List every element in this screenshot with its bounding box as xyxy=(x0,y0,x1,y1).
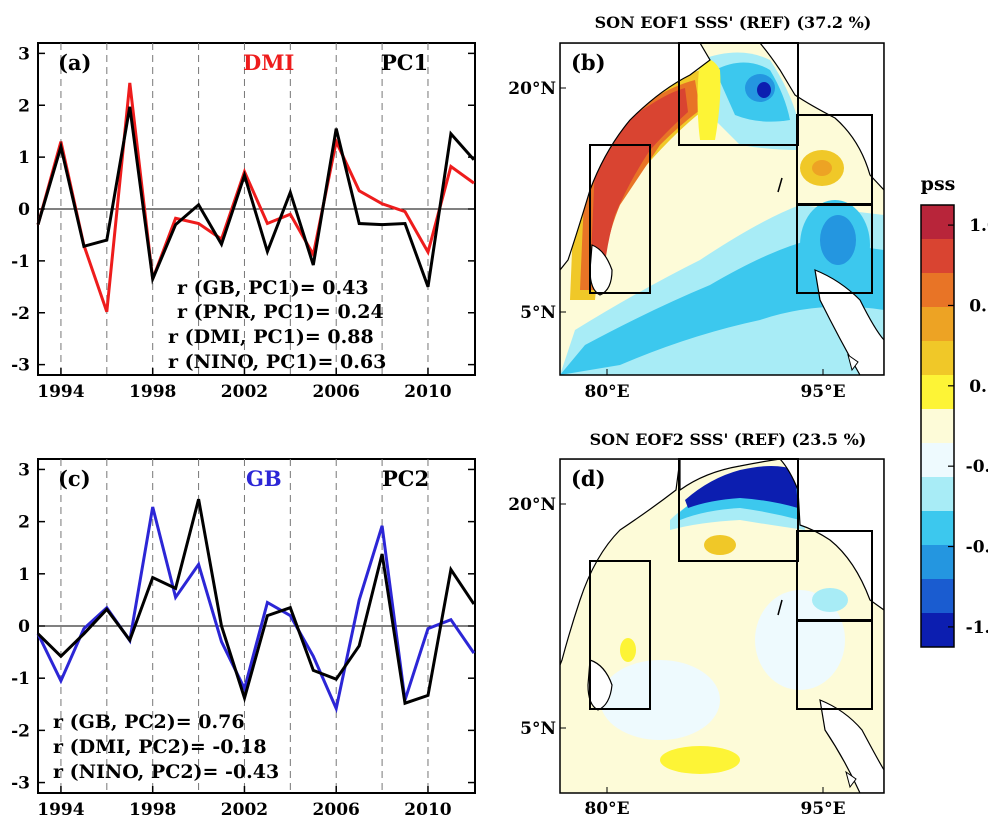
colorbar-segment xyxy=(921,273,954,308)
y-axis-ticks: 3 2 1 0 -1 -2 -3 xyxy=(11,460,475,794)
lon-tick-label: 95°E xyxy=(800,799,845,819)
correlation-pnr: r (PNR, PC1)= 0.24 xyxy=(177,301,384,323)
colorbar-segment xyxy=(921,307,954,342)
map-title: SON EOF1 SSS' (REF) (37.2 %) xyxy=(595,13,872,32)
colorbar-tick-label: -0.2 xyxy=(966,457,988,477)
y-axis-ticks: 3 2 1 0 -1 -2 -3 xyxy=(11,44,475,376)
colorbar: pss 1.0 0.6 0.2 -0.2 -0.6 -1.0 xyxy=(920,173,988,648)
colorbar-segment xyxy=(921,545,954,580)
lon-tick-label: 80°E xyxy=(584,799,629,819)
salinity-field xyxy=(560,459,884,793)
colorbar-title: pss xyxy=(921,173,956,195)
correlation-dmi: r (DMI, PC2)= -0.18 xyxy=(53,736,267,758)
colorbar-tick-label: -0.6 xyxy=(966,538,988,558)
y-tick-label: -1 xyxy=(11,669,30,689)
y-tick-label: 0 xyxy=(18,617,30,637)
y-tick-label: 1 xyxy=(18,148,30,168)
correlation-nino: r (NINO, PC1)= 0.63 xyxy=(168,351,386,373)
lat-tick-label: 20°N xyxy=(508,79,556,99)
colorbar-segment xyxy=(921,375,954,410)
lon-tick-label: 95°E xyxy=(800,382,845,402)
region-box-north xyxy=(678,458,799,562)
panel-label: (c) xyxy=(58,466,91,491)
colorbar-frame xyxy=(920,204,955,648)
series-line-gb xyxy=(36,506,476,714)
colorbar-segment xyxy=(921,409,954,444)
colorbar-segments xyxy=(921,205,954,648)
series-line-pc1 xyxy=(36,106,476,288)
series-label-gb: GB xyxy=(246,466,282,491)
lon-tick-label: 80°E xyxy=(584,382,629,402)
series-line-dmi xyxy=(36,82,475,313)
x-axis-ticks: 1994 1998 2002 2006 2010 xyxy=(37,368,452,402)
y-tick-label: 1 xyxy=(18,565,30,585)
colorbar-segment xyxy=(921,205,954,240)
lat-tick-label: 5°N xyxy=(520,719,556,739)
colorbar-segment xyxy=(921,579,954,614)
correlation-nino: r (NINO, PC2)= -0.43 xyxy=(53,761,279,783)
region-box-east-south xyxy=(796,203,873,294)
correlation-gb: r (GB, PC2)= 0.76 xyxy=(53,711,245,733)
colorbar-ticks: 1.0 0.6 0.2 -0.2 -0.6 -1.0 xyxy=(948,216,988,638)
region-box-east-south xyxy=(796,619,873,710)
y-tick-label: 3 xyxy=(18,44,30,64)
region-box-west xyxy=(589,560,651,710)
y-tick-label: -3 xyxy=(11,774,30,794)
colorbar-tick-label: 0.6 xyxy=(969,296,988,316)
colorbar-tick-label: 1.0 xyxy=(969,216,988,236)
colorbar-segment xyxy=(921,613,954,648)
x-tick-label: 1994 xyxy=(37,382,84,402)
y-tick-label: -1 xyxy=(11,252,30,272)
map-panel-d: SON EOF2 SSS' (REF) (23.5 %) xyxy=(508,430,885,819)
series-lines xyxy=(36,82,476,313)
x-tick-label: 1998 xyxy=(129,800,176,820)
x-tick-label: 2006 xyxy=(313,382,360,402)
colorbar-segment xyxy=(921,341,954,376)
series-line-pc2 xyxy=(36,498,476,706)
colorbar-segment xyxy=(921,511,954,546)
series-label-dmi: DMI xyxy=(243,50,294,75)
region-box-north xyxy=(678,42,799,146)
map-title: SON EOF2 SSS' (REF) (23.5 %) xyxy=(590,430,867,449)
series-label-pc1: PC1 xyxy=(381,50,428,75)
colorbar-segment xyxy=(921,443,954,478)
panel-label: (a) xyxy=(58,50,91,75)
y-tick-label: 2 xyxy=(18,513,30,533)
colorbar-segment xyxy=(921,477,954,512)
x-tick-label: 2010 xyxy=(404,800,451,820)
series-label-pc2: PC2 xyxy=(382,466,429,491)
colorbar-tick-label: -1.0 xyxy=(966,618,988,638)
map-panel-b: SON EOF1 SSS' (REF) (37.2 %) xyxy=(508,13,885,402)
y-tick-label: 0 xyxy=(18,200,30,220)
x-axis-ticks: 1994 1998 2002 2006 2010 xyxy=(37,786,452,820)
y-tick-label: -3 xyxy=(11,356,30,376)
year-gridlines xyxy=(60,459,429,793)
x-tick-label: 2006 xyxy=(313,800,360,820)
year-gridlines xyxy=(60,43,429,375)
x-tick-label: 2002 xyxy=(221,382,268,402)
series-lines xyxy=(36,498,476,714)
y-tick-label: 3 xyxy=(18,460,30,480)
panel-label: (b) xyxy=(571,50,606,75)
x-tick-label: 1998 xyxy=(129,382,176,402)
colorbar-tick-label: 0.2 xyxy=(969,377,988,397)
lat-tick-label: 20°N xyxy=(508,495,556,515)
region-box-west xyxy=(589,144,651,294)
chart-panel-c: 3 2 1 0 -1 -2 -3 1994 1998 2002 2006 2010 (c) GB P… xyxy=(11,458,476,820)
x-tick-label: 1994 xyxy=(37,800,84,820)
y-tick-label: 2 xyxy=(18,96,30,116)
lat-tick-label: 5°N xyxy=(520,303,556,323)
y-tick-label: -2 xyxy=(11,304,30,324)
salinity-field xyxy=(560,43,884,375)
colorbar-segment xyxy=(921,239,954,274)
x-tick-label: 2002 xyxy=(221,800,268,820)
correlation-dmi: r (DMI, PC1)= 0.88 xyxy=(168,326,374,348)
correlation-gb: r (GB, PC1)= 0.43 xyxy=(177,277,369,299)
panel-label: (d) xyxy=(571,466,606,491)
y-tick-label: -2 xyxy=(11,721,30,741)
x-tick-label: 2010 xyxy=(404,382,451,402)
